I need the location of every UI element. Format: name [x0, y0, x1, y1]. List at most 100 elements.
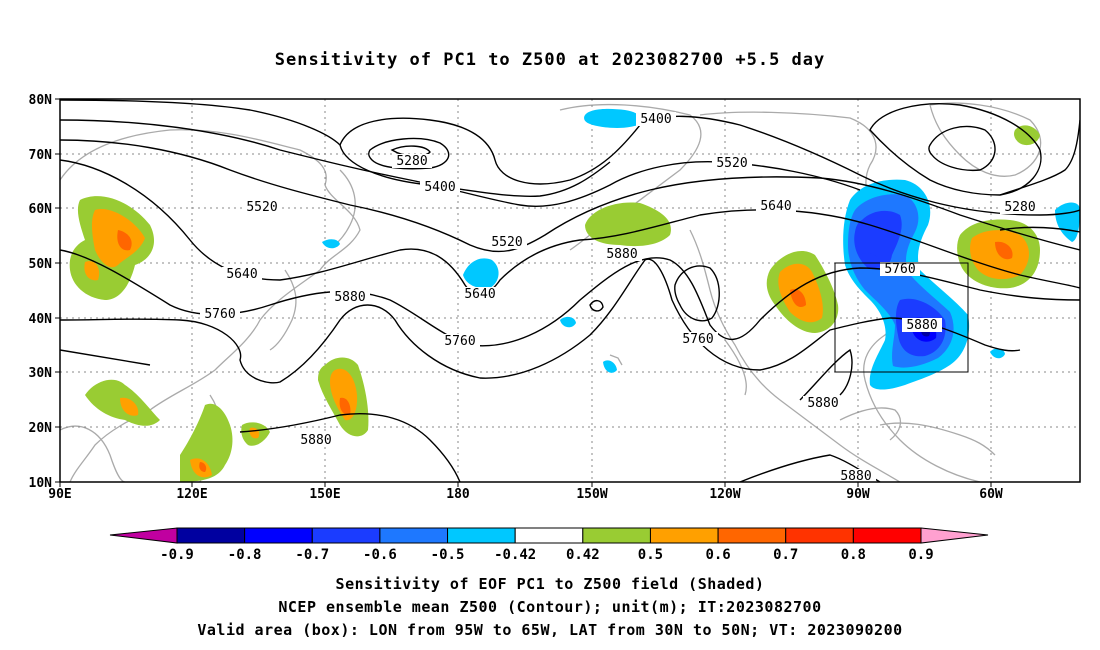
contour-label: 5400 — [640, 112, 671, 127]
lat-label: 30N — [29, 366, 53, 381]
colorbar-high-arrow — [920, 527, 989, 544]
lon-label: 90W — [846, 487, 870, 502]
colorbar-cell — [514, 527, 584, 544]
contour-label: 5520 — [246, 200, 277, 215]
contour-label: 5640 — [760, 199, 791, 214]
negative-region-arctic — [584, 108, 642, 128]
lon-label: 120W — [709, 487, 740, 502]
contour-label-item: 5760 — [440, 334, 480, 349]
contour-label-item: 5520 — [242, 200, 282, 215]
coastline-caribbean — [879, 422, 996, 456]
contour-label: 5880 — [606, 247, 637, 262]
caption-line-1: Sensitivity of EOF PC1 to Z500 field (Sh… — [335, 575, 765, 593]
contour-labels: 5280 5400 5400 5520 5520 5520 — [200, 112, 1040, 484]
colorbar-label: -0.6 — [363, 547, 397, 563]
colorbar-label: 0.7 — [773, 547, 798, 563]
colorbar-cell — [176, 527, 246, 544]
contour-label-item: 5520 — [487, 235, 527, 250]
colorbar-cells — [176, 527, 922, 544]
contour-label: 5520 — [716, 156, 747, 171]
negative-region-bering — [463, 258, 499, 289]
latitude-labels: 80N 70N 60N 50N 40N 30N 20N 10N — [29, 93, 53, 491]
coastline-japan — [269, 269, 297, 351]
caption-line-3: Valid area (box): LON from 95W to 65W, L… — [197, 621, 903, 639]
colorbar-cell — [785, 527, 854, 544]
coastline-west-coast — [689, 229, 901, 482]
longitude-labels: 90E 120E 150E 180 150W 120W 90W 60W — [48, 487, 1003, 502]
contour-5880-south — [239, 413, 461, 482]
contour-label: 5520 — [491, 235, 522, 250]
contour-5400-greenland — [869, 103, 1042, 196]
contour-label: 5880 — [906, 318, 937, 333]
contour-5280-greenland — [928, 125, 996, 172]
colorbar-cell — [852, 527, 922, 544]
contour-label-item: 5400 — [420, 180, 460, 195]
chart-title: Sensitivity of PC1 to Z500 at 2023082700… — [274, 50, 826, 70]
colorbar-cell — [379, 527, 449, 544]
contour-label-item: 5640 — [460, 287, 500, 302]
lat-label: 70N — [29, 148, 53, 163]
colorbar-label: 0.9 — [908, 547, 933, 563]
positive-region-gulf-of-alaska — [585, 202, 671, 247]
coastline-india — [60, 425, 126, 482]
contour-label-item: 5520 — [712, 156, 752, 171]
contour-label: 5760 — [884, 262, 915, 277]
map-border — [59, 98, 1081, 483]
contour-label: 5880 — [840, 469, 871, 484]
coastline-baja — [724, 339, 747, 396]
axis-ticks — [55, 98, 992, 487]
contour-label: 5880 — [807, 396, 838, 411]
contour-5880-line — [60, 258, 1021, 384]
contour-5400-arctic — [60, 99, 611, 198]
lon-label: 180 — [446, 487, 470, 502]
caption-line-2: NCEP ensemble mean Z500 (Contour); unit(… — [278, 598, 822, 616]
lon-label: 120E — [176, 487, 207, 502]
contour-label-item: 5760 — [200, 307, 240, 322]
contour-label-item: 5760 — [880, 262, 920, 277]
contour-label: 5880 — [334, 290, 365, 305]
contour-label: 5760 — [682, 332, 713, 347]
colorbar-label: 0.6 — [705, 547, 730, 563]
colorbar-label: 0.8 — [841, 547, 866, 563]
contour-label: 5640 — [464, 287, 495, 302]
contour-label-item: 5640 — [756, 199, 796, 214]
colorbar-label: -0.8 — [228, 547, 262, 563]
contour-label-item: 5880 — [330, 290, 370, 305]
contour-label-item: 5880 — [836, 469, 876, 484]
contour-label-item: 5400 — [636, 112, 676, 127]
colorbar-cell — [244, 527, 313, 544]
colorbar-labels: -0.9 -0.8 -0.7 -0.6 -0.5 -0.42 0.42 0.5 0.6 0.7 0.… — [160, 547, 934, 563]
lon-label: 90E — [48, 487, 71, 502]
colorbar-cell — [582, 527, 651, 544]
colorbar: -0.9 -0.8 -0.7 -0.6 -0.5 -0.42 0.42 0.5 0.6 0.7 0.… — [109, 527, 989, 563]
contour-5880-mex — [799, 348, 853, 401]
coastline-hawaii — [609, 354, 623, 366]
colorbar-cell — [447, 527, 516, 544]
contour-label: 5400 — [424, 180, 455, 195]
coastline-gulf — [839, 407, 902, 441]
contour-label: 5880 — [300, 433, 331, 448]
contour-label-item: 5880 — [602, 247, 642, 262]
colorbar-label: -0.7 — [295, 547, 329, 563]
contour-label-item: 5280 — [392, 154, 432, 169]
lat-label: 50N — [29, 257, 53, 272]
contour-5880-small — [589, 300, 604, 312]
lon-label: 150W — [576, 487, 607, 502]
contour-5520-line — [60, 139, 1080, 253]
colorbar-low-arrow — [109, 527, 178, 544]
colorbar-label: 0.42 — [566, 547, 600, 563]
colorbar-cell — [311, 527, 381, 544]
contour-label: 5640 — [226, 267, 257, 282]
colorbar-label: -0.9 — [160, 547, 194, 563]
contour-5640-atlantic — [999, 226, 1080, 233]
contour-label-item: 5640 — [222, 267, 262, 282]
lon-label: 60W — [979, 487, 1003, 502]
contour-label: 5760 — [204, 307, 235, 322]
contour-label: 5280 — [1004, 200, 1035, 215]
contour-label-item: 5880 — [803, 396, 843, 411]
contour-5280-atlantic — [999, 119, 1080, 196]
colorbar-label: -0.5 — [431, 547, 465, 563]
coastline-kamchatka — [334, 169, 356, 246]
colorbar-cell — [649, 527, 719, 544]
